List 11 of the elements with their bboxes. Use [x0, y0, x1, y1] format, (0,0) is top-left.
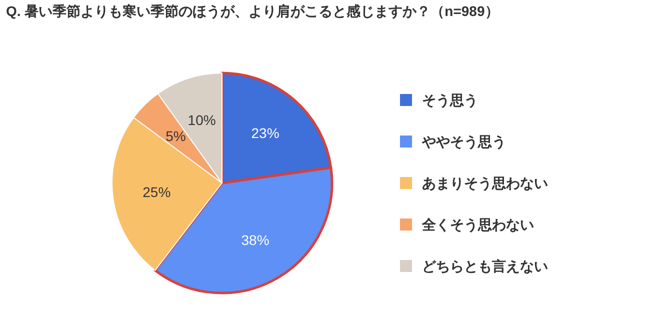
- legend-label: ややそう思う: [421, 134, 506, 150]
- data-label: 25%: [142, 184, 171, 200]
- legend-label: あまりそう思わない: [422, 175, 548, 192]
- data-label: 23%: [251, 125, 280, 142]
- legend-label: そう思う: [422, 92, 478, 109]
- data-label: 10%: [188, 112, 216, 128]
- data-label: 5%: [166, 128, 186, 144]
- legend-label: 全くそう思わない: [421, 216, 534, 234]
- chart-title: Q. 暑い季節よりも寒い季節のほうが、より肩がこると感じますか？（n=989）: [6, 3, 499, 20]
- data-label: 38%: [241, 232, 270, 248]
- legend-label: どちらとも言えない: [422, 258, 548, 274]
